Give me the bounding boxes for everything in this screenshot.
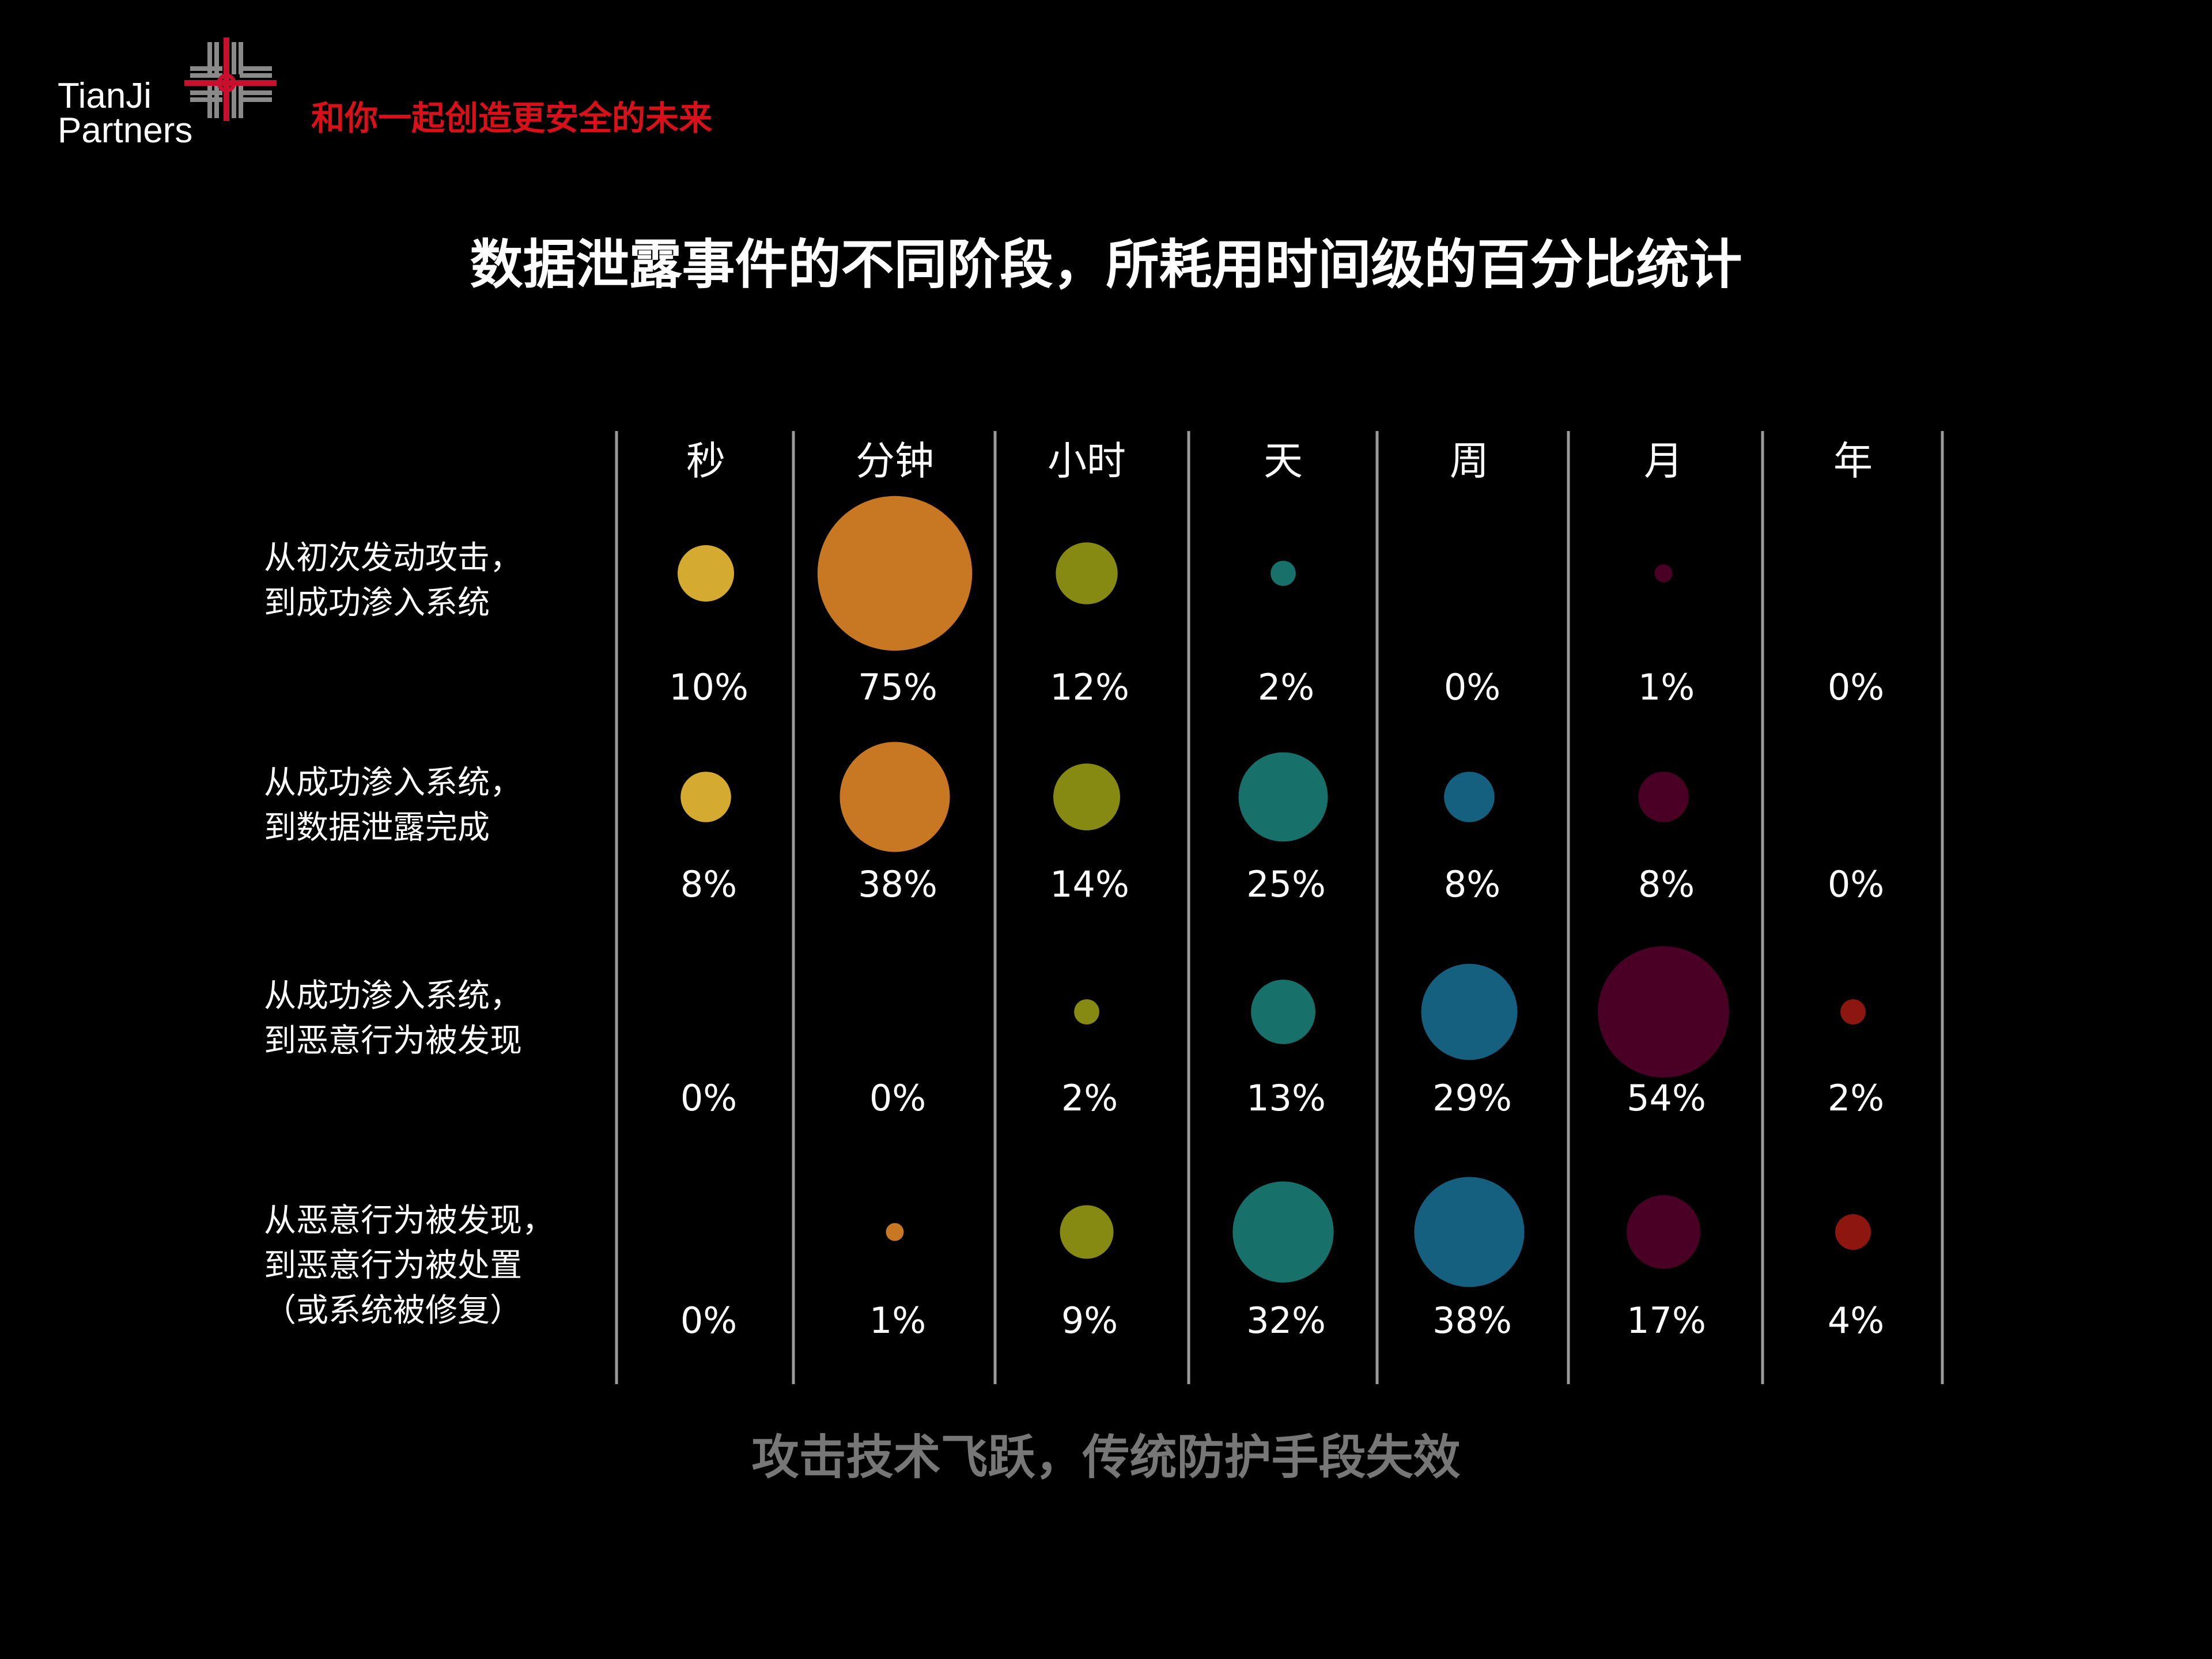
bubble: [886, 1223, 904, 1241]
row-label: 从成功渗入系统， 到恶意行为被发现: [264, 974, 522, 1064]
value-label: 38%: [1432, 1299, 1512, 1341]
logo-grey-bar: [240, 90, 272, 95]
bubble: [1421, 963, 1518, 1060]
slogan: 和你一起创造更安全的未来: [311, 99, 713, 138]
logo-text-tianji: TianJi: [58, 76, 152, 116]
value-label: 13%: [1246, 1077, 1326, 1119]
bubble: [1414, 1177, 1525, 1287]
row-label-line: 到成功渗入系统: [264, 584, 490, 622]
logo-grey-bar: [239, 42, 243, 74]
column-header: 小时: [1048, 439, 1126, 485]
bubble: [678, 545, 734, 602]
row-label-line: 到恶意行为被发现: [264, 1022, 522, 1060]
logo-text-partners: Partners: [58, 111, 193, 150]
value-label: 54%: [1627, 1077, 1706, 1119]
logo-red-ring: [217, 73, 236, 93]
bubble: [1271, 561, 1296, 586]
logo: TianJi Partners: [58, 37, 277, 153]
bubble: [817, 496, 973, 651]
logo-grey-bar: [190, 90, 222, 95]
value-label: 0%: [680, 1077, 737, 1119]
value-label: 2%: [1061, 1077, 1118, 1119]
value-label: 1%: [1638, 666, 1695, 708]
logo-grey-bar: [240, 66, 272, 71]
value-label: 25%: [1246, 863, 1326, 905]
tianji-cross-mark-icon: [184, 37, 277, 121]
row-label-line: 从初次发动攻击，: [264, 539, 522, 577]
value-label: 17%: [1627, 1299, 1706, 1341]
bubble: [680, 772, 731, 822]
value-label: 0%: [1444, 666, 1500, 708]
logo-grey-bar: [190, 73, 222, 78]
bubble: [840, 742, 950, 852]
logo-grey-bars: [190, 42, 272, 118]
value-label: 38%: [858, 863, 937, 905]
value-label: 8%: [680, 863, 737, 905]
value-label: 12%: [1050, 666, 1129, 708]
row-label: 从恶意行为被发现， 到恶意行为被处置 （或系统被修复）: [264, 1199, 554, 1333]
bubble: [1074, 999, 1099, 1025]
value-label: 10%: [669, 666, 748, 708]
value-label: 9%: [1061, 1299, 1118, 1341]
value-label: 8%: [1444, 863, 1500, 905]
logo-red-cross: [184, 37, 277, 121]
bubble: [1232, 1181, 1334, 1283]
logo-grey-bar: [214, 42, 219, 74]
bubble: [1638, 772, 1689, 822]
value-label: 8%: [1638, 863, 1695, 905]
bubble: [1840, 999, 1866, 1025]
bubble: [1053, 764, 1120, 830]
value-label: 2%: [1828, 1077, 1884, 1119]
bubble: [1627, 1195, 1700, 1269]
row-label-line: 到数据泄露完成: [264, 809, 490, 846]
logo-red-vertical: [224, 37, 229, 121]
row-label-line: 从成功渗入系统，: [264, 977, 522, 1015]
logo-red-horizontal: [184, 80, 277, 86]
bubble: [1598, 946, 1729, 1078]
logo-grey-bar: [240, 73, 272, 78]
column-header: 秒: [686, 439, 725, 485]
value-label: 29%: [1432, 1077, 1512, 1119]
row-label-line: 从恶意行为被发现，: [264, 1202, 554, 1239]
value-label: 0%: [680, 1299, 737, 1341]
row-label-line: 到恶意行为被处置: [264, 1247, 522, 1284]
bubble: [1835, 1214, 1871, 1250]
value-label: 14%: [1050, 863, 1129, 905]
bubble: [1238, 752, 1328, 842]
column-header: 分钟: [856, 439, 934, 485]
logo-grey-bar: [240, 97, 272, 102]
value-label: 32%: [1246, 1299, 1326, 1341]
logo-grey-bar: [207, 42, 212, 74]
value-label: 1%: [869, 1299, 926, 1341]
column-header: 周: [1450, 439, 1489, 485]
logo-grey-bar: [232, 42, 236, 74]
bubble: [1060, 1205, 1114, 1259]
logo-grey-bar: [190, 66, 222, 71]
column-header: 天: [1264, 439, 1303, 485]
value-label: 0%: [1828, 863, 1884, 905]
value-label: 75%: [858, 666, 937, 708]
row-label: 从初次发动攻击， 到成功渗入系统: [264, 536, 522, 626]
column-header: 月: [1644, 439, 1683, 485]
row-label-line: （或系统被修复）: [264, 1292, 522, 1329]
column-header: 年: [1833, 439, 1873, 485]
logo-grey-bar: [190, 97, 222, 102]
bubble: [1444, 772, 1495, 822]
value-label: 2%: [1258, 666, 1314, 708]
row-label-line: 从成功渗入系统，: [264, 764, 522, 802]
value-label: 0%: [1828, 666, 1884, 708]
footer-caption: 攻击技术飞跃，传统防护手段失效: [751, 1430, 1461, 1485]
bubble: [1654, 564, 1673, 583]
row-label: 从成功渗入系统， 到数据泄露完成: [264, 761, 522, 851]
value-label: 0%: [869, 1077, 926, 1119]
bubble: [1251, 980, 1315, 1044]
value-label: 4%: [1828, 1299, 1884, 1341]
page-title: 数据泄露事件的不同阶段，所耗用时间级的百分比统计: [470, 234, 1742, 296]
logo-grey-bar: [232, 86, 236, 118]
bubble: [1056, 542, 1118, 604]
